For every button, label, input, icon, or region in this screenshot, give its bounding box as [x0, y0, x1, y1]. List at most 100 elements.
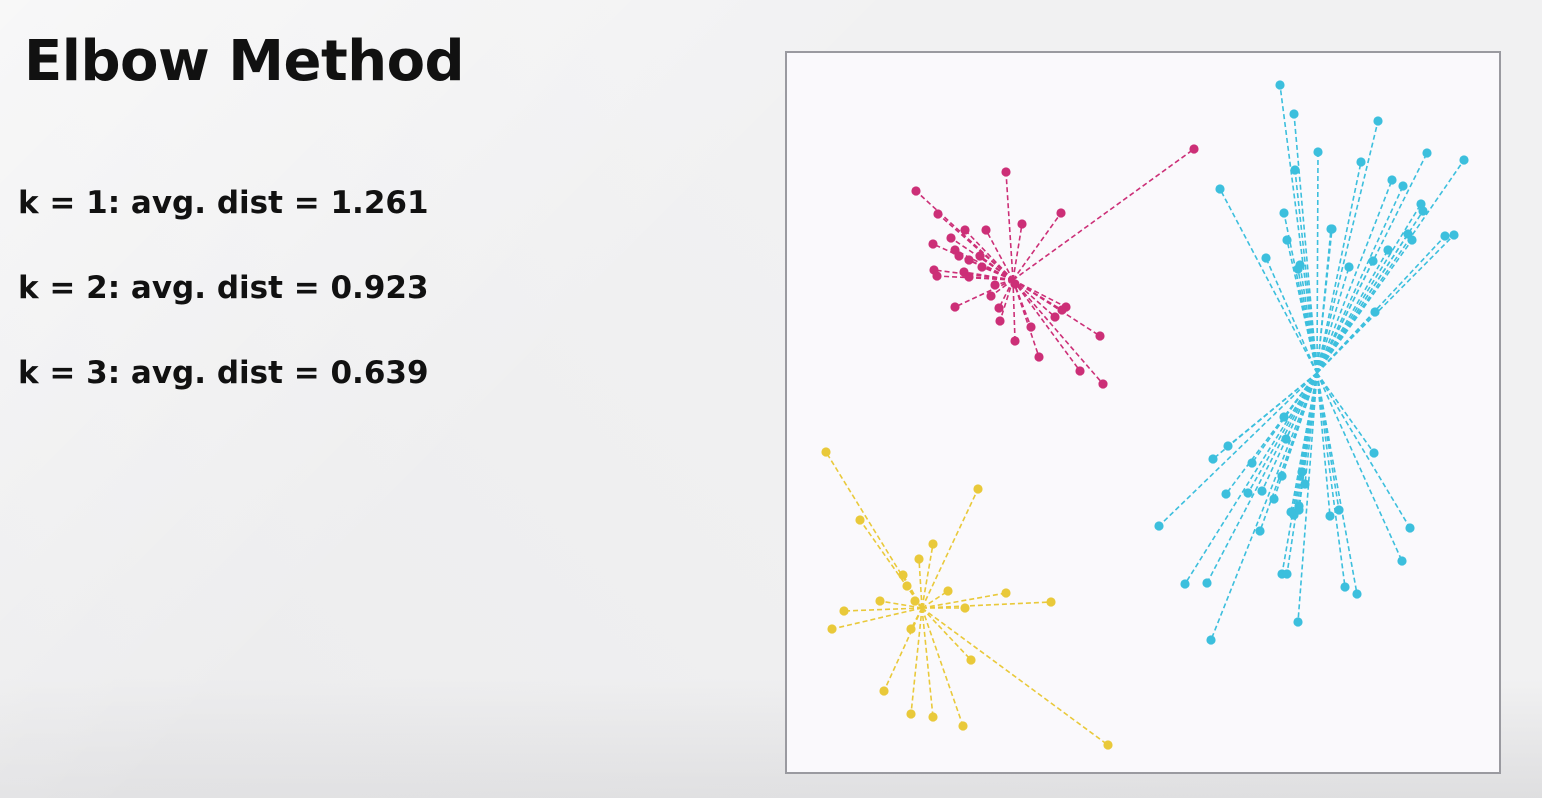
- cyan-cluster-link-47: [1259, 372, 1318, 532]
- cyan-cluster-link-7: [1294, 169, 1318, 374]
- cyan-cluster-link-37: [1273, 372, 1318, 500]
- magenta-cluster-point-18: [964, 272, 974, 282]
- cyan-cluster-link-36: [1225, 372, 1318, 495]
- magenta-cluster-point-9: [928, 239, 938, 249]
- yellow-cluster-link-7: [921, 590, 949, 609]
- cyan-cluster-link-46: [1316, 372, 1411, 529]
- magenta-cluster-point-2: [1189, 144, 1199, 154]
- magenta-cluster-link-5: [937, 213, 1014, 281]
- yellow-cluster-point-2: [855, 515, 865, 525]
- yellow-cluster-point-3: [928, 539, 938, 549]
- magenta-cluster-link-22: [954, 279, 1014, 308]
- magenta-cluster-point-25: [1057, 305, 1067, 315]
- cyan-cluster-point-58: [1293, 617, 1303, 627]
- magenta-cluster-link-33: [1012, 279, 1104, 385]
- cyan-cluster-point-8: [1215, 184, 1225, 194]
- magenta-cluster-point-33: [1098, 379, 1108, 389]
- cyan-cluster-point-42: [1334, 505, 1344, 515]
- magenta-cluster: [911, 144, 1199, 389]
- cyan-cluster-point-34: [1369, 448, 1379, 458]
- cyan-cluster-link-42: [1316, 372, 1340, 511]
- cyan-cluster-link-23: [1297, 268, 1318, 374]
- magenta-cluster-point-22: [950, 302, 960, 312]
- yellow-cluster-link-0: [825, 451, 923, 609]
- cyan-cluster-point-32: [1281, 434, 1291, 444]
- yellow-cluster-link-5: [902, 574, 923, 609]
- cyan-cluster-point-22: [1326, 224, 1336, 234]
- magenta-cluster-link-3: [1012, 212, 1062, 281]
- cyan-cluster-link-25: [1265, 257, 1318, 374]
- cyan-cluster-point-35: [1297, 467, 1307, 477]
- yellow-cluster-link-6: [906, 585, 923, 609]
- stat-k1: k = 1: avg. dist = 1.261: [18, 185, 429, 221]
- cyan-cluster-point-9: [1387, 175, 1397, 185]
- magenta-cluster-point-17: [932, 271, 942, 281]
- cyan-cluster-link-54: [1286, 372, 1318, 575]
- cyan-cluster-point-6: [1356, 157, 1366, 167]
- magenta-cluster-link-29: [1012, 279, 1016, 342]
- cyan-cluster-link-18: [1316, 235, 1446, 374]
- magenta-cluster-point-28: [1026, 322, 1036, 332]
- yellow-cluster-point-21: [1103, 740, 1113, 750]
- stat-k2: k = 2: avg. dist = 0.923: [18, 270, 429, 306]
- cluster-scatter-panel: [785, 51, 1501, 774]
- yellow-cluster-point-14: [827, 624, 837, 634]
- cyan-cluster-point-28: [1279, 412, 1289, 422]
- cyan-cluster-link-26: [1316, 266, 1350, 374]
- yellow-cluster-point-13: [960, 603, 970, 613]
- cyan-cluster-point-24: [1368, 256, 1378, 266]
- yellow-cluster-link-9: [921, 601, 1052, 609]
- cyan-cluster-point-52: [1202, 578, 1212, 588]
- magenta-cluster-point-5: [933, 209, 943, 219]
- cyan-cluster-link-34: [1316, 372, 1375, 454]
- cyan-cluster-link-12: [1316, 203, 1422, 374]
- cyan-cluster-point-5: [1313, 147, 1323, 157]
- cyan-cluster-link-55: [1316, 372, 1346, 588]
- cyan-cluster-point-43: [1294, 505, 1304, 515]
- cyan-cluster-point-46: [1405, 523, 1415, 533]
- yellow-cluster-link-17: [883, 607, 923, 692]
- yellow-cluster-link-4: [918, 558, 923, 609]
- cyan-cluster-point-47: [1255, 526, 1265, 536]
- yellow-cluster-link-19: [921, 607, 934, 718]
- yellow-cluster-point-20: [958, 721, 968, 731]
- magenta-cluster-link-1: [1005, 171, 1014, 281]
- yellow-cluster-point-12: [910, 596, 920, 606]
- cyan-cluster-link-9: [1316, 179, 1393, 374]
- cyan-cluster-link-1: [1293, 113, 1318, 374]
- cyan-cluster-link-22: [1316, 228, 1332, 374]
- magenta-cluster-point-4: [1017, 219, 1027, 229]
- cyan-cluster-point-3: [1459, 155, 1469, 165]
- cyan-cluster-link-53: [1281, 372, 1318, 575]
- magenta-cluster-point-12: [975, 251, 985, 261]
- magenta-cluster-point-11: [954, 251, 964, 261]
- yellow-cluster-link-11: [879, 600, 923, 609]
- yellow-cluster-point-5: [898, 570, 908, 580]
- cyan-cluster-link-27: [1316, 311, 1376, 374]
- magenta-cluster-link-32: [1012, 279, 1081, 372]
- cyan-cluster-point-56: [1352, 589, 1362, 599]
- magenta-cluster-link-14: [981, 266, 1014, 281]
- cyan-cluster-link-20: [1316, 239, 1413, 374]
- cyan-cluster-point-23: [1293, 264, 1303, 274]
- cyan-cluster: [1154, 80, 1469, 645]
- magenta-cluster-link-6: [964, 229, 1014, 281]
- cyan-cluster-point-33: [1277, 471, 1287, 481]
- yellow-cluster-point-11: [875, 596, 885, 606]
- cyan-cluster-point-1: [1289, 109, 1299, 119]
- magenta-cluster-point-26: [995, 316, 1005, 326]
- magenta-cluster-link-0: [915, 190, 1014, 281]
- yellow-cluster-link-20: [921, 607, 964, 727]
- yellow-cluster-link-18: [910, 607, 923, 715]
- cyan-cluster-link-49: [1316, 372, 1403, 562]
- cyan-cluster-point-14: [1418, 206, 1428, 216]
- cyan-cluster-point-26: [1344, 262, 1354, 272]
- magenta-cluster-point-8: [946, 233, 956, 243]
- cyan-cluster-point-29: [1208, 454, 1218, 464]
- cyan-cluster-link-8: [1219, 188, 1318, 374]
- cyan-cluster-link-2: [1316, 120, 1379, 374]
- cyan-cluster-link-13: [1286, 239, 1318, 374]
- magenta-cluster-link-2: [1012, 148, 1195, 281]
- magenta-cluster-link-7: [985, 229, 1014, 281]
- magenta-cluster-link-21: [990, 279, 1014, 297]
